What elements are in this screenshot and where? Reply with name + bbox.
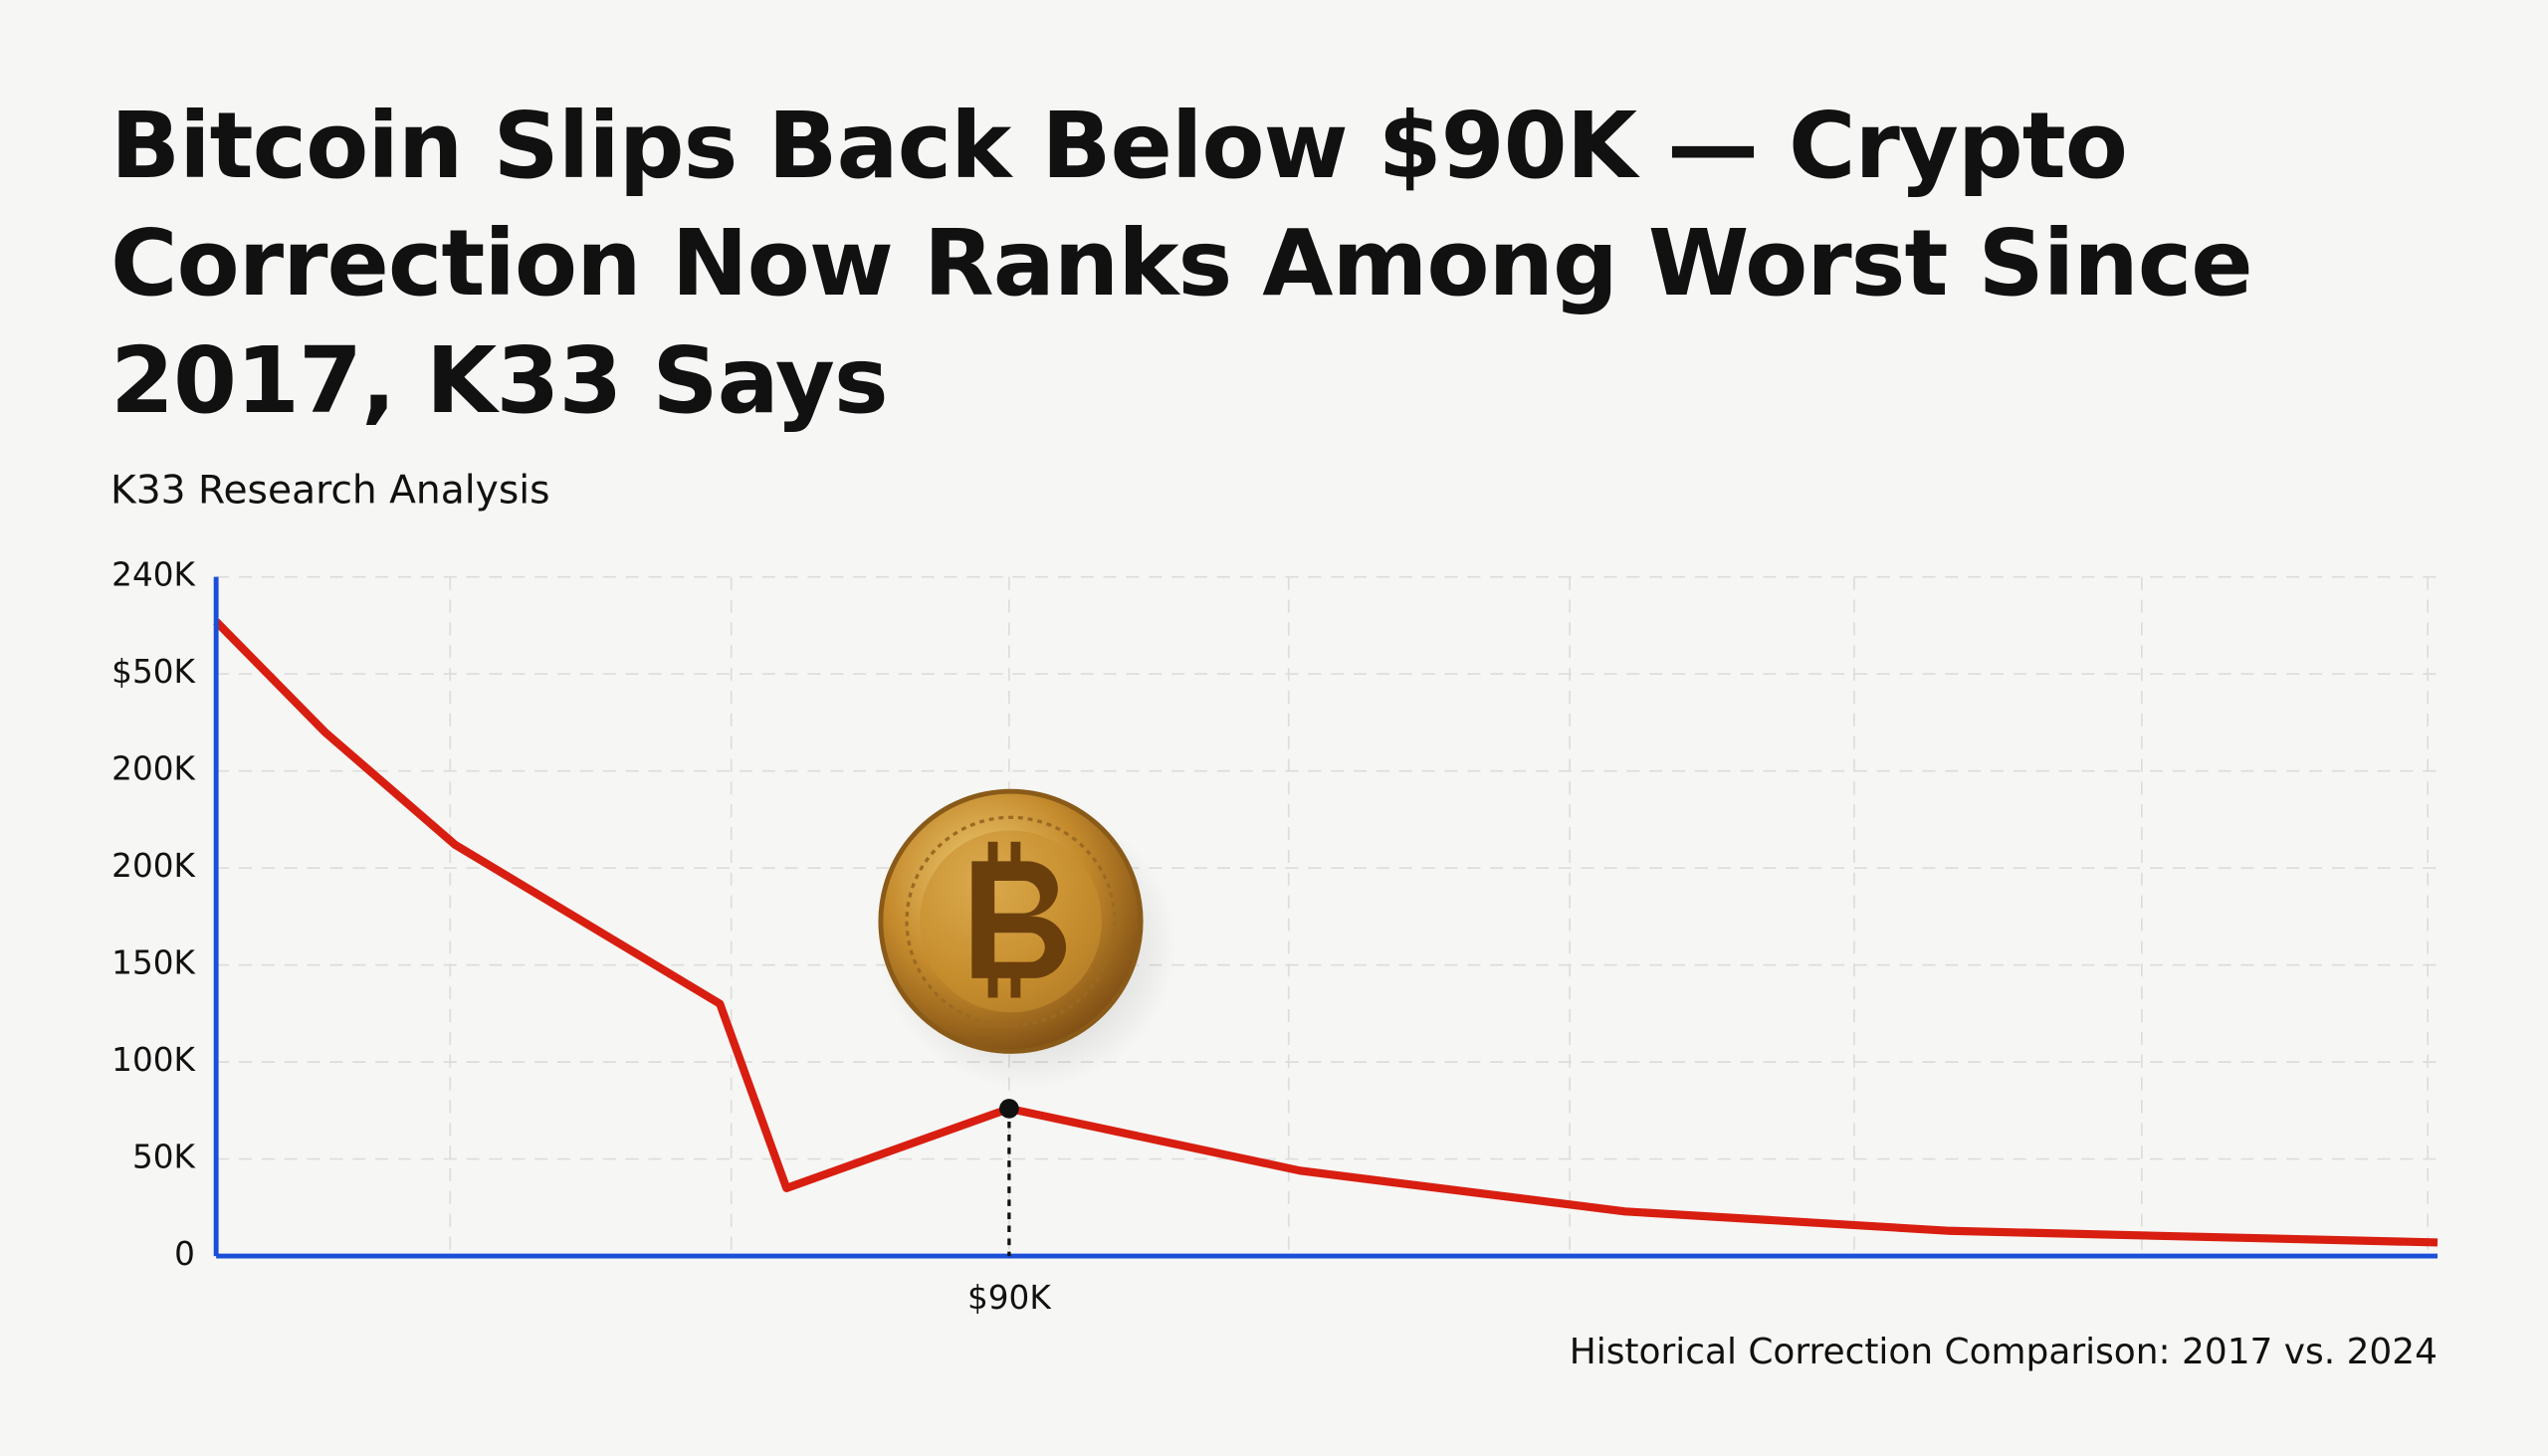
- bitcoin-coin: [877, 788, 1177, 1089]
- annotation-label: $90K: [967, 1279, 1052, 1317]
- y-tick-label: 240K: [111, 556, 196, 594]
- chart-title: Bitcoin Slips Back Below $90K — Crypto C…: [110, 93, 2253, 434]
- y-tick-label: 200K: [111, 750, 196, 788]
- y-tick-label: 150K: [111, 944, 196, 982]
- y-tick-label: 50K: [132, 1139, 197, 1176]
- y-tick-label: 200K: [111, 847, 196, 885]
- y-tick-label: 100K: [111, 1041, 196, 1079]
- caption: Historical Correction Comparison: 2017 v…: [1570, 1332, 2438, 1372]
- y-tick-label: 0: [174, 1235, 195, 1273]
- annotation-point: [999, 1099, 1019, 1119]
- line: [213, 618, 2439, 1247]
- y-tick-label: $50K: [111, 653, 196, 691]
- subtitle: K33 Research Analysis: [110, 468, 550, 513]
